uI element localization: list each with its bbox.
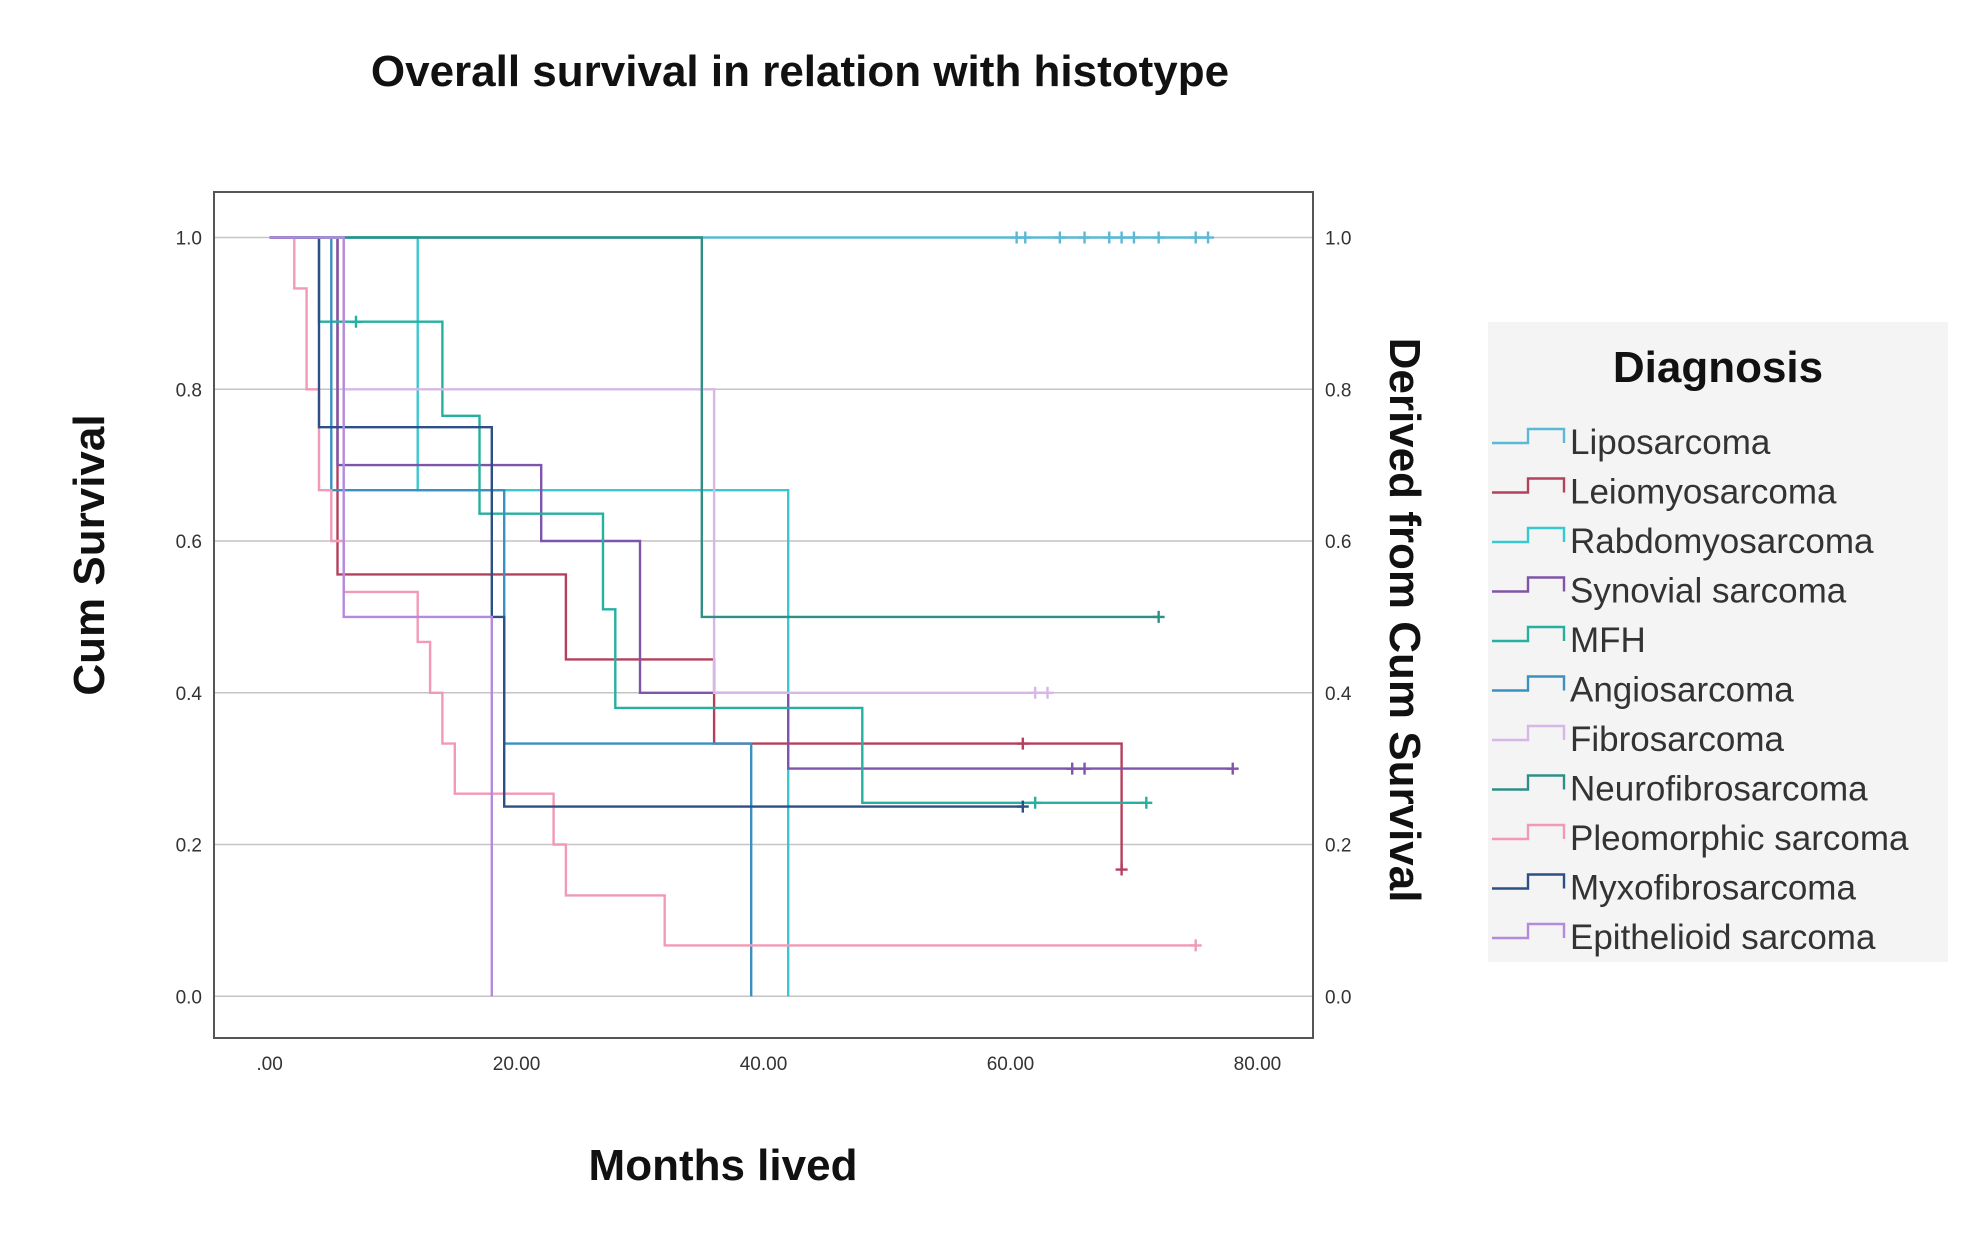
survival-curve-epithelioid-sarcoma	[269, 236, 493, 997]
legend-box	[1488, 322, 1948, 962]
censor-mark	[1041, 686, 1054, 699]
y-tick-label: 0.4	[176, 684, 203, 705]
legend-item-fibrosarcoma: Fibrosarcoma	[1492, 720, 1784, 759]
legend-item-angiosarcoma: Angiosarcoma	[1492, 671, 1794, 710]
legend-label: Epithelioid sarcoma	[1570, 918, 1876, 957]
y2-tick-label: 0.2	[1325, 836, 1351, 857]
y2-axis-label: Derived from Cum Survival	[1380, 338, 1429, 903]
censor-mark	[1189, 939, 1202, 952]
legend-label: Angiosarcoma	[1570, 671, 1794, 710]
legend-label: Rabdomyosarcoma	[1570, 522, 1874, 561]
plot-frame	[213, 191, 1314, 1039]
censor-mark	[1053, 231, 1066, 244]
censor-mark	[1202, 231, 1215, 244]
censor-mark	[1029, 796, 1042, 809]
censor-mark	[1103, 231, 1116, 244]
y-tick-labels-right: 0.0 0.2 0.4 0.6 0.8 1.0	[1325, 229, 1352, 1009]
legend-label: MFH	[1570, 621, 1646, 660]
y-tick-label: 0.6	[176, 532, 202, 553]
censor-mark	[1140, 796, 1153, 809]
series-group	[269, 231, 1239, 997]
series-myxofibrosarcoma	[269, 236, 1029, 813]
y-axis-label: Cum Survival	[65, 414, 114, 695]
legend-label: Leiomyosarcoma	[1570, 473, 1837, 512]
censor-mark	[1016, 800, 1029, 813]
series-epithelioid-sarcoma	[269, 236, 493, 997]
survival-curve-myxofibrosarcoma	[269, 236, 1023, 808]
x-tick-label: .00	[256, 1054, 282, 1075]
censor-mark	[1127, 231, 1140, 244]
censor-mark	[1078, 231, 1091, 244]
legend-label: Neurofibrosarcoma	[1570, 770, 1868, 809]
legend-item-leiomyosarcoma: Leiomyosarcoma	[1492, 473, 1837, 512]
legend-swatch	[1492, 477, 1566, 494]
series-neurofibrosarcoma	[269, 236, 1165, 623]
legend-item-epithelioid-sarcoma: Epithelioid sarcoma	[1492, 918, 1876, 957]
y2-tick-label: 0.6	[1325, 532, 1351, 553]
censor-mark	[1152, 610, 1165, 623]
y-tick-label: 0.8	[176, 380, 202, 401]
legend-swatch	[1492, 675, 1566, 692]
legend-item-mfh: MFH	[1492, 621, 1646, 660]
censor-mark	[1019, 231, 1032, 244]
censor-mark	[1226, 762, 1239, 775]
survival-curve-synovial-sarcoma	[269, 236, 1233, 770]
x-tick-label: 20.00	[493, 1054, 541, 1075]
legend-swatch	[1492, 774, 1566, 791]
legend-item-myxofibrosarcoma: Myxofibrosarcoma	[1492, 869, 1856, 908]
censor-mark	[1016, 737, 1029, 750]
y-tick-label: 0.2	[176, 836, 202, 857]
censor-mark	[1115, 231, 1128, 244]
series-synovial-sarcoma	[269, 236, 1239, 775]
legend-item-rabdomyosarcoma: Rabdomyosarcoma	[1492, 522, 1874, 561]
y2-tick-label: 0.4	[1325, 684, 1352, 705]
legend-swatch	[1492, 873, 1566, 890]
legend-item-synovial-sarcoma: Synovial sarcoma	[1492, 572, 1847, 611]
legend-label: Liposarcoma	[1570, 423, 1771, 462]
censor-mark	[1152, 231, 1165, 244]
y2-tick-label: 1.0	[1325, 229, 1351, 250]
x-tick-label: 80.00	[1234, 1054, 1282, 1075]
legend-swatch	[1492, 625, 1566, 643]
y-tick-label: 1.0	[176, 229, 202, 250]
legend-item-liposarcoma: Liposarcoma	[1492, 423, 1771, 462]
legend-swatch	[1492, 724, 1566, 742]
censor-mark	[1115, 863, 1128, 876]
x-tick-labels: .00 20.00 40.00 60.00 80.00	[256, 1054, 1281, 1075]
legend-swatch	[1492, 576, 1566, 593]
legend-label: Pleomorphic sarcoma	[1570, 819, 1909, 858]
legend-item-neurofibrosarcoma: Neurofibrosarcoma	[1492, 770, 1868, 809]
y-tick-labels-left: 0.0 0.2 0.4 0.6 0.8 1.0	[176, 229, 203, 1009]
chart-title: Overall survival in relation with histot…	[371, 47, 1229, 96]
legend-swatch	[1492, 427, 1566, 445]
survival-curve-neurofibrosarcoma	[269, 236, 1159, 619]
legend-items: Liposarcoma Leiomyosarcoma Rabdomyosarcoma…	[1492, 423, 1909, 957]
x-axis-label: Months lived	[589, 1141, 858, 1190]
censor-mark	[1029, 686, 1042, 699]
legend-label: Fibrosarcoma	[1570, 720, 1784, 759]
censor-mark	[350, 315, 363, 328]
legend-label: Myxofibrosarcoma	[1570, 869, 1856, 908]
series-mfh	[269, 236, 1153, 809]
legend-swatch	[1492, 526, 1566, 544]
y-tick-label: 0.0	[176, 987, 202, 1008]
censor-mark	[1078, 762, 1091, 775]
y2-tick-label: 0.0	[1325, 987, 1351, 1008]
legend-title: Diagnosis	[1613, 343, 1823, 392]
series-pleomorphic-sarcoma	[269, 236, 1202, 952]
legend-label: Synovial sarcoma	[1570, 572, 1847, 611]
legend-swatch	[1492, 922, 1566, 940]
x-tick-label: 40.00	[740, 1054, 788, 1075]
y2-tick-label: 0.8	[1325, 380, 1351, 401]
x-tick-label: 60.00	[987, 1054, 1035, 1075]
legend: Diagnosis Liposarcoma Leiomyosarcoma Rabdo…	[1488, 322, 1948, 962]
survival-curve-mfh	[269, 236, 1147, 804]
legend-swatch	[1492, 823, 1566, 841]
censor-mark	[1189, 231, 1202, 244]
survival-curve-pleomorphic-sarcoma	[269, 236, 1196, 947]
legend-item-pleomorphic-sarcoma: Pleomorphic sarcoma	[1492, 819, 1909, 858]
censor-mark	[1066, 762, 1079, 775]
